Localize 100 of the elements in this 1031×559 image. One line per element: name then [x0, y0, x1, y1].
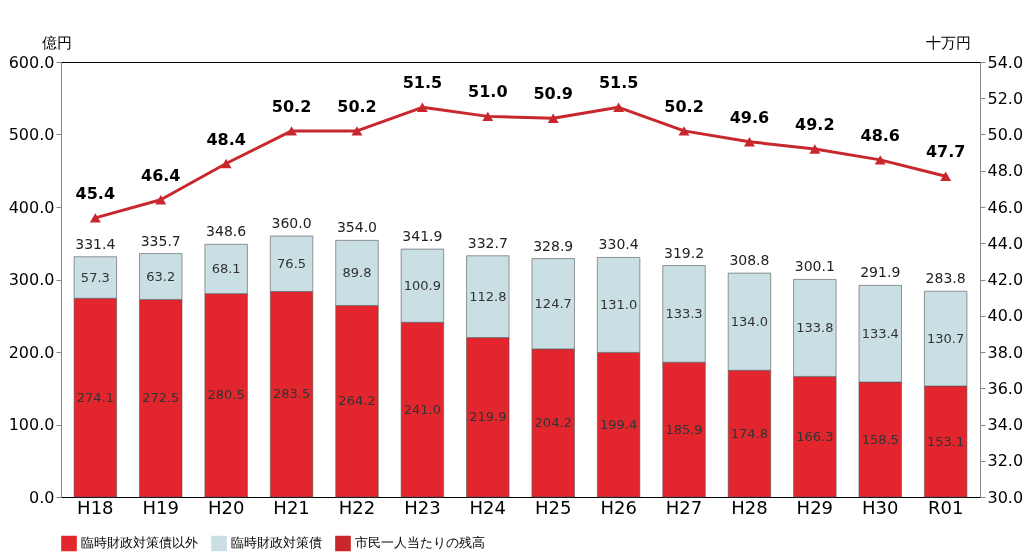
total-label: 300.1: [794, 258, 835, 275]
x-tick-label: H29: [796, 496, 834, 518]
total-label: 354.0: [336, 219, 378, 236]
y2-tick-label: 48.0: [987, 161, 1024, 181]
data-label: 130.7: [927, 330, 965, 346]
x-tick-label: H21: [273, 496, 310, 518]
y2-tick-label: 54.0: [987, 52, 1024, 72]
data-label: 68.1: [211, 260, 241, 276]
data-label: 50.2: [271, 96, 312, 116]
data-label: 219.9: [469, 409, 507, 425]
y-tick-label: 500.0: [8, 125, 55, 144]
point: [874, 155, 886, 165]
x-tick-label: H19: [142, 496, 179, 518]
x-tick-label: H24: [469, 496, 507, 518]
data-label: 174.8: [730, 425, 769, 441]
point: [89, 213, 101, 223]
point: [482, 111, 494, 122]
data-label: 89.8: [342, 264, 372, 280]
total-label: 330.4: [598, 236, 639, 253]
data-label: 100.9: [403, 277, 441, 293]
y2-tick-label: 38.0: [987, 342, 1024, 362]
legend-label: 市民一人当たりの残高: [355, 535, 485, 551]
data-label: 133.4: [861, 325, 899, 341]
data-label: 46.4: [141, 165, 181, 185]
y2-tick-label: 30.0: [987, 487, 1024, 507]
y-axis-title: 億円: [41, 33, 72, 52]
data-label: 199.4: [600, 416, 638, 432]
data-label: 49.2: [795, 115, 835, 134]
y2-tick-label: 40.0: [987, 306, 1024, 326]
data-label: 153.1: [927, 433, 965, 449]
total-label: 319.2: [663, 244, 705, 261]
total-label: 348.6: [206, 223, 247, 240]
data-label: 51.5: [402, 73, 443, 93]
point: [286, 126, 298, 136]
data-label: 185.9: [665, 421, 703, 437]
legend-label: 臨時財政対策債: [231, 535, 322, 551]
x-tick-label: H25: [534, 496, 572, 518]
data-label: 283.5: [272, 386, 311, 402]
y-tick-label: 0.0: [29, 487, 55, 507]
y2-tick-label: 36.0: [987, 378, 1024, 398]
y2-tick-label: 50.0: [987, 125, 1024, 144]
data-label: 49.6: [729, 107, 770, 127]
data-label: 134.0: [730, 313, 769, 329]
total-label: 291.9: [860, 264, 901, 281]
point: [809, 144, 821, 154]
point: [155, 195, 167, 205]
data-label: 63.2: [146, 268, 176, 284]
x-tick-label: H26: [600, 496, 637, 518]
data-label: 280.5: [207, 387, 245, 403]
data-label: 48.6: [860, 125, 900, 145]
y-tick-label: 300.0: [8, 270, 55, 289]
data-label: 50.2: [337, 96, 377, 116]
data-label: 272.5: [142, 390, 180, 406]
data-label: 274.1: [76, 389, 114, 405]
data-label: 57.3: [80, 269, 110, 285]
data-label: 112.8: [469, 288, 507, 304]
data-label: 47.7: [925, 142, 966, 162]
y2-tick-label: 52.0: [987, 88, 1024, 108]
point: [416, 102, 428, 113]
data-label: 204.2: [534, 414, 572, 430]
x-tick-label: R01: [927, 496, 964, 518]
total-label: 308.8: [729, 252, 770, 269]
data-label: 45.4: [75, 183, 116, 203]
total-label: 335.7: [140, 232, 181, 249]
data-label: 48.4: [206, 129, 246, 149]
data-label: 166.3: [796, 428, 834, 444]
data-label: 51.5: [598, 73, 639, 93]
x-tick-label: H22: [338, 496, 376, 518]
data-label: 124.7: [534, 295, 572, 311]
data-label: 76.5: [277, 255, 307, 271]
x-tick-label: H18: [77, 496, 114, 518]
point: [220, 158, 232, 169]
point: [613, 102, 625, 113]
y2-axis-title: 十万円: [925, 33, 971, 52]
total-label: 328.9: [533, 237, 574, 254]
y2-tick-label: 32.0: [987, 451, 1024, 471]
x-tick-label: H20: [207, 496, 245, 518]
x-tick-label: H27: [665, 496, 703, 518]
y2-tick-label: 46.0: [987, 197, 1024, 217]
y-tick-label: 400.0: [8, 197, 55, 217]
y-tick-label: 600.0: [8, 52, 55, 72]
data-label: 131.0: [600, 296, 638, 312]
y2-tick-label: 34.0: [987, 415, 1024, 434]
data-label: 50.9: [533, 84, 573, 104]
total-label: 283.8: [925, 270, 966, 287]
x-tick-label: H23: [404, 496, 441, 518]
x-tick-label: H28: [731, 496, 768, 518]
data-label: 241.0: [403, 401, 441, 417]
total-label: 332.7: [467, 234, 508, 251]
y2-tick-label: 44.0: [987, 233, 1024, 253]
y2-tick-label: 42.0: [987, 270, 1024, 289]
total-label: 360.0: [271, 215, 312, 231]
data-label: 133.3: [665, 305, 703, 321]
data-label: 50.2: [664, 96, 704, 116]
data-label: 158.5: [861, 431, 899, 447]
legend-label: 臨時財政対策債以外: [81, 535, 198, 551]
data-label: 133.8: [796, 319, 834, 335]
data-label: 51.0: [468, 82, 508, 102]
point: [351, 126, 363, 136]
data-label: 264.2: [338, 393, 376, 409]
